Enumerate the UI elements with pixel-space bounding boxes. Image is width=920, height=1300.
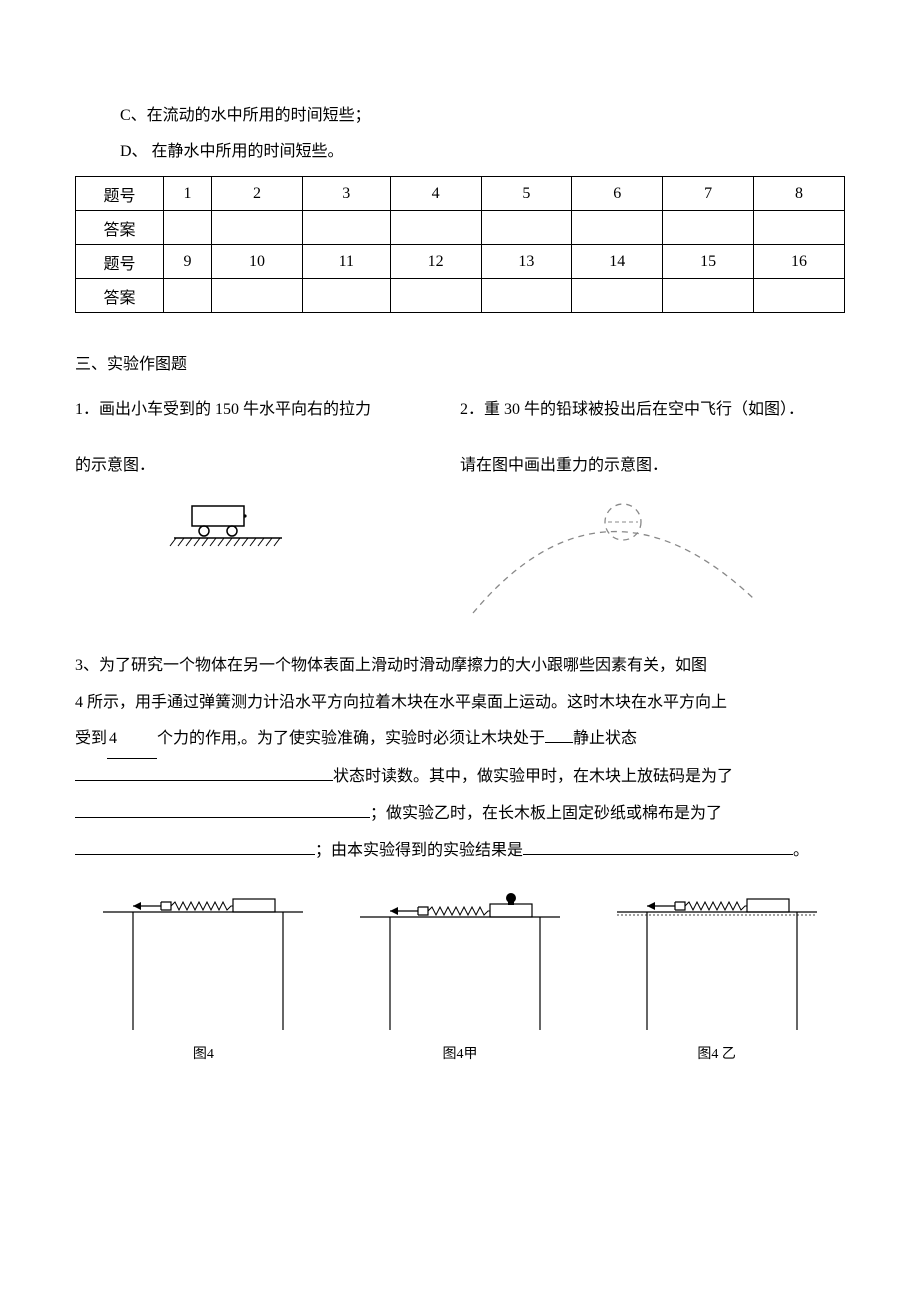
q2-line1: 2．重 30 牛的铅球被投出后在空中飞行（如图）． [460,391,845,429]
q3-l6e: 。 [793,842,809,859]
q3-paragraph: 3、为了研究一个物体在另一个物体表面上滑动时滑动摩擦力的大小跟哪些因素有关，如图… [75,648,845,870]
answer-table: 题号 1 2 3 4 5 6 7 8 答案 题号 9 10 11 12 13 1… [75,176,845,313]
qnum: 13 [481,245,572,279]
qnum: 14 [572,245,663,279]
q1-line2: 的示意图． [75,447,460,485]
ans-cell [663,211,754,245]
blank [523,854,793,855]
ans-cell [390,211,481,245]
qnum: 15 [663,245,754,279]
fig4-diagram [93,890,313,1040]
ans-cell [754,279,845,313]
fig4-label: 图4 [93,1043,313,1063]
ans-cell [481,279,572,313]
q1-q2-row: 1．画出小车受到的 150 牛水平向右的拉力 的示意图． 2．重 30 牛的铅球… [75,391,845,486]
ans-cell [481,211,572,245]
ans-cell [164,279,212,313]
ans-cell [302,279,390,313]
qnum: 5 [481,177,572,211]
q3-l3a: 受到 [75,730,107,747]
q1-line1: 1．画出小车受到的 150 牛水平向右的拉力 [75,391,460,429]
ans-cell [212,279,303,313]
qnum: 7 [663,177,754,211]
fig4b-diagram [607,890,827,1040]
row-label: 题号 [76,177,164,211]
qnum: 1 [164,177,212,211]
experiment-figures: 图4 图4甲 图4 乙 [75,890,845,1063]
qnum: 10 [212,245,303,279]
fig4a-label: 图4甲 [350,1043,570,1063]
qnum: 16 [754,245,845,279]
blank [75,817,370,818]
q3-l3c: 静止状态 [573,730,637,747]
ans-cell [164,211,212,245]
blank [545,742,573,743]
blank [75,854,315,855]
row-label: 题号 [76,245,164,279]
q3-l5: ；做实验乙时，在长木板上固定砂纸或棉布是为了 [370,805,722,822]
qnum: 4 [390,177,481,211]
qnum: 8 [754,177,845,211]
qnum: 3 [302,177,390,211]
ans-cell [212,211,303,245]
q3-l4: 状态时读数。其中，做实验甲时，在木块上放砝码是为了 [333,768,733,785]
diagram-row [75,498,845,618]
ans-cell [302,211,390,245]
blank: 4 [107,721,157,759]
ans-label: 答案 [76,279,164,313]
projectile-diagram [453,498,773,618]
cart-diagram [148,498,308,558]
ans-label: 答案 [76,211,164,245]
qnum: 12 [390,245,481,279]
q3-l2: 4 所示，用手通过弹簧测力计沿水平方向拉着木块在水平桌面上运动。这时木块在水平方… [75,694,727,711]
ans-cell [754,211,845,245]
q3-l3b: 个力的作用,。为了使实验准确，实验时必须让木块处于 [157,730,545,747]
qnum: 11 [302,245,390,279]
option-c: C、在流动的水中所用的时间短些； [75,100,845,132]
option-d: D、 在静水中所用的时间短些。 [75,136,845,168]
section-title: 三、实验作图题 [75,349,845,381]
qnum: 6 [572,177,663,211]
blank [75,780,333,781]
qnum: 2 [212,177,303,211]
q2-line2: 请在图中画出重力的示意图． [460,447,845,485]
qnum: 9 [164,245,212,279]
fig4b-label: 图4 乙 [607,1043,827,1063]
ans-cell [572,279,663,313]
ans-cell [390,279,481,313]
ans-cell [663,279,754,313]
fig4a-diagram [350,890,570,1040]
ans-cell [572,211,663,245]
q3-l1: 3、为了研究一个物体在另一个物体表面上滑动时滑动摩擦力的大小跟哪些因素有关，如图 [75,657,707,674]
q3-l6: ；由本实验得到的实验结果是 [315,842,523,859]
